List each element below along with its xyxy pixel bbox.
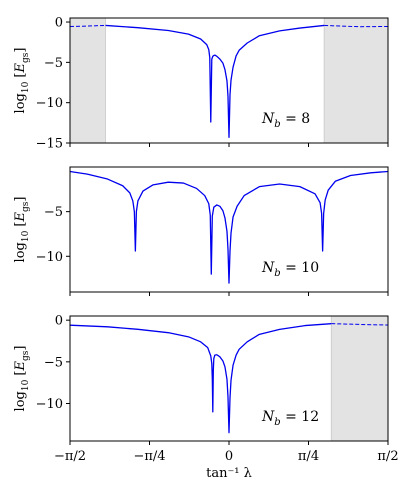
x-tick-label: π/2 xyxy=(377,449,398,464)
y-axis-label: log10 [Egs] xyxy=(13,346,31,412)
series-line xyxy=(69,323,332,434)
series-line xyxy=(69,170,389,284)
dashed-series-line xyxy=(324,24,389,28)
dashed-series-line xyxy=(331,323,389,326)
y-tick-label: −5 xyxy=(44,56,63,71)
x-tick-label: π/4 xyxy=(298,449,319,464)
panel-annotation: Nb = 12 xyxy=(261,409,319,428)
series-line xyxy=(105,24,325,139)
y-tick-label: −5 xyxy=(44,355,63,370)
x-axis-label: tan⁻¹ λ xyxy=(206,466,252,481)
panel-annotation: Nb = 8 xyxy=(261,111,310,130)
panel-top: 0 −5 −10 −15 log10 [Egs] Nb = 8 xyxy=(13,16,389,152)
y-tick-label: −15 xyxy=(36,137,63,152)
y-axis-label: log10 [Egs] xyxy=(13,197,31,263)
y-tick-label: −10 xyxy=(36,397,63,412)
shaded-region xyxy=(330,315,389,442)
panel-bottom: 0 −5 −10 −π/2 −π/4 0 π/4 π/2 tan⁻¹ λ log10 [Egs] N… xyxy=(13,314,399,481)
panel-middle: −5 −10 log10 [Egs] Nb = 10 xyxy=(13,166,389,296)
x-tick-label: 0 xyxy=(225,449,233,464)
y-tick-label: −5 xyxy=(44,205,63,220)
y-tick-label: 0 xyxy=(55,314,63,329)
y-axis-label: log10 [Egs] xyxy=(13,48,31,114)
y-tick-label: −10 xyxy=(36,250,63,265)
y-tick-label: −10 xyxy=(36,96,63,111)
x-tick-label: −π/4 xyxy=(133,449,165,464)
panel-annotation: Nb = 10 xyxy=(261,260,319,279)
y-tick-label: 0 xyxy=(55,16,63,31)
shaded-region xyxy=(323,17,389,144)
x-tick-label: −π/2 xyxy=(54,449,86,464)
shaded-region xyxy=(69,17,106,144)
